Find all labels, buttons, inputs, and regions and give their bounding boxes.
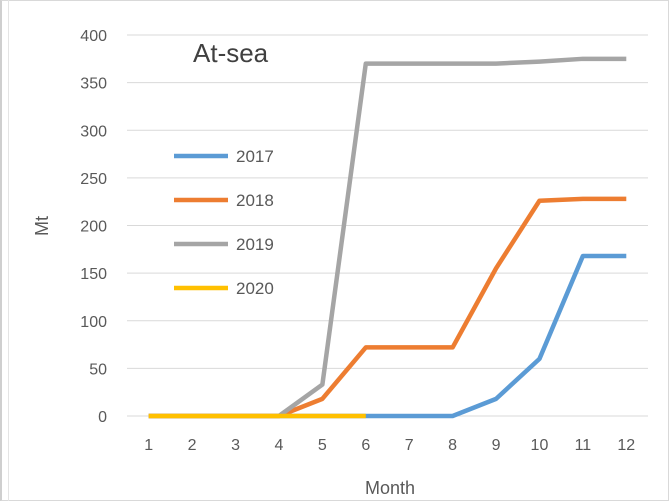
series-line-2017 bbox=[148, 253, 627, 419]
y-axis-label: Mt bbox=[32, 216, 52, 236]
y-tick-label: 200 bbox=[80, 219, 107, 236]
gridlines bbox=[127, 34, 648, 417]
y-tick-label: 100 bbox=[80, 314, 107, 331]
y-tick-label: 0 bbox=[98, 409, 107, 426]
x-tick-label: 6 bbox=[361, 437, 370, 454]
y-tick-label: 250 bbox=[80, 171, 107, 188]
y-tick-label: 350 bbox=[80, 76, 107, 93]
x-tick-label: 11 bbox=[575, 437, 592, 454]
legend: 2017 2018 2019 2020 bbox=[174, 147, 274, 298]
x-tick-label: 10 bbox=[531, 437, 549, 454]
x-tick-label: 8 bbox=[448, 437, 457, 454]
x-tick-label: 2 bbox=[188, 437, 197, 454]
x-tick-label: 5 bbox=[318, 437, 327, 454]
legend-label: 2019 bbox=[236, 235, 274, 254]
legend-label: 2018 bbox=[236, 191, 274, 210]
chart-title: At-sea bbox=[193, 38, 269, 68]
y-tick-label: 50 bbox=[89, 361, 107, 378]
y-tick-label: 300 bbox=[80, 123, 107, 140]
x-tick-label: 9 bbox=[492, 437, 501, 454]
legend-label: 2020 bbox=[236, 279, 274, 298]
x-tick-label: 3 bbox=[231, 437, 240, 454]
legend-label: 2017 bbox=[236, 147, 274, 166]
frame-inner-edge bbox=[8, 0, 9, 501]
y-tick-label: 150 bbox=[80, 266, 107, 283]
x-tick-label: 7 bbox=[405, 437, 414, 454]
x-tick-label: 4 bbox=[275, 437, 284, 454]
x-axis-label: Month bbox=[365, 478, 415, 498]
y-tick-label: 400 bbox=[80, 28, 107, 45]
x-tick-label: 12 bbox=[617, 437, 635, 454]
series-line-2019 bbox=[148, 56, 627, 419]
series-line-2018 bbox=[148, 196, 627, 419]
y-tick-labels: 0 50 100 150 200 250 300 350 400 bbox=[80, 28, 107, 426]
x-tick-label: 1 bbox=[144, 437, 153, 454]
series-lines bbox=[148, 56, 627, 419]
x-tick-labels: 1 2 3 4 5 6 7 8 9 10 11 12 bbox=[144, 437, 635, 454]
